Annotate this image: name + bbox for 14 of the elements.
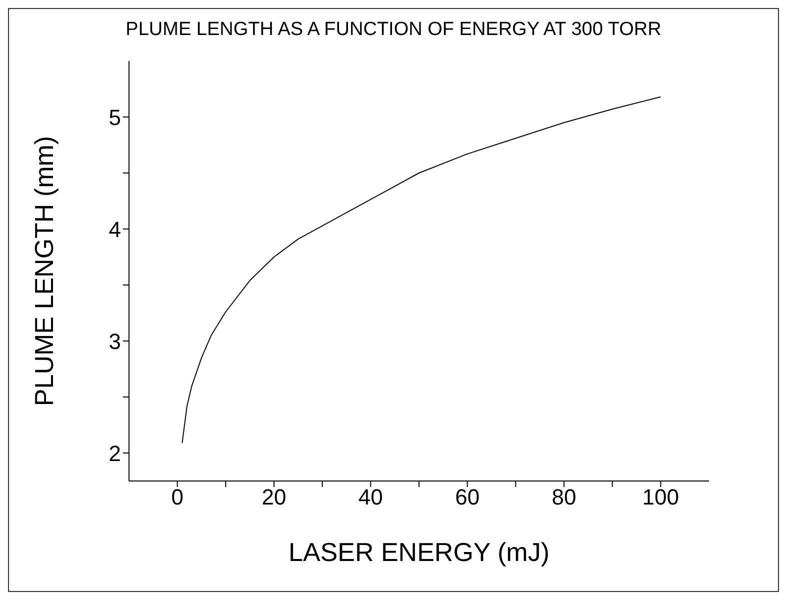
x-tick-label: 80 — [552, 484, 576, 510]
y-tick-label: 5 — [108, 104, 121, 130]
x-tick-label: 100 — [642, 484, 680, 510]
x-tick-label: 60 — [455, 484, 480, 510]
x-tick-label: 40 — [358, 484, 383, 510]
chart-title: PLUME LENGTH AS A FUNCTION OF ENERGY AT 300 TORR — [124, 18, 662, 41]
x-axis-title: LASER ENERGY (mJ) — [288, 537, 550, 567]
y-tick-label: 3 — [108, 328, 121, 354]
y-axis-title: PLUME LENGTH (mm) — [29, 136, 60, 406]
x-tick-label: 0 — [171, 484, 184, 510]
x-tick-label: 20 — [262, 484, 286, 510]
line-series — [182, 96, 662, 444]
y-tick-label: 4 — [108, 216, 121, 242]
y-tick-label: 2 — [108, 440, 121, 466]
